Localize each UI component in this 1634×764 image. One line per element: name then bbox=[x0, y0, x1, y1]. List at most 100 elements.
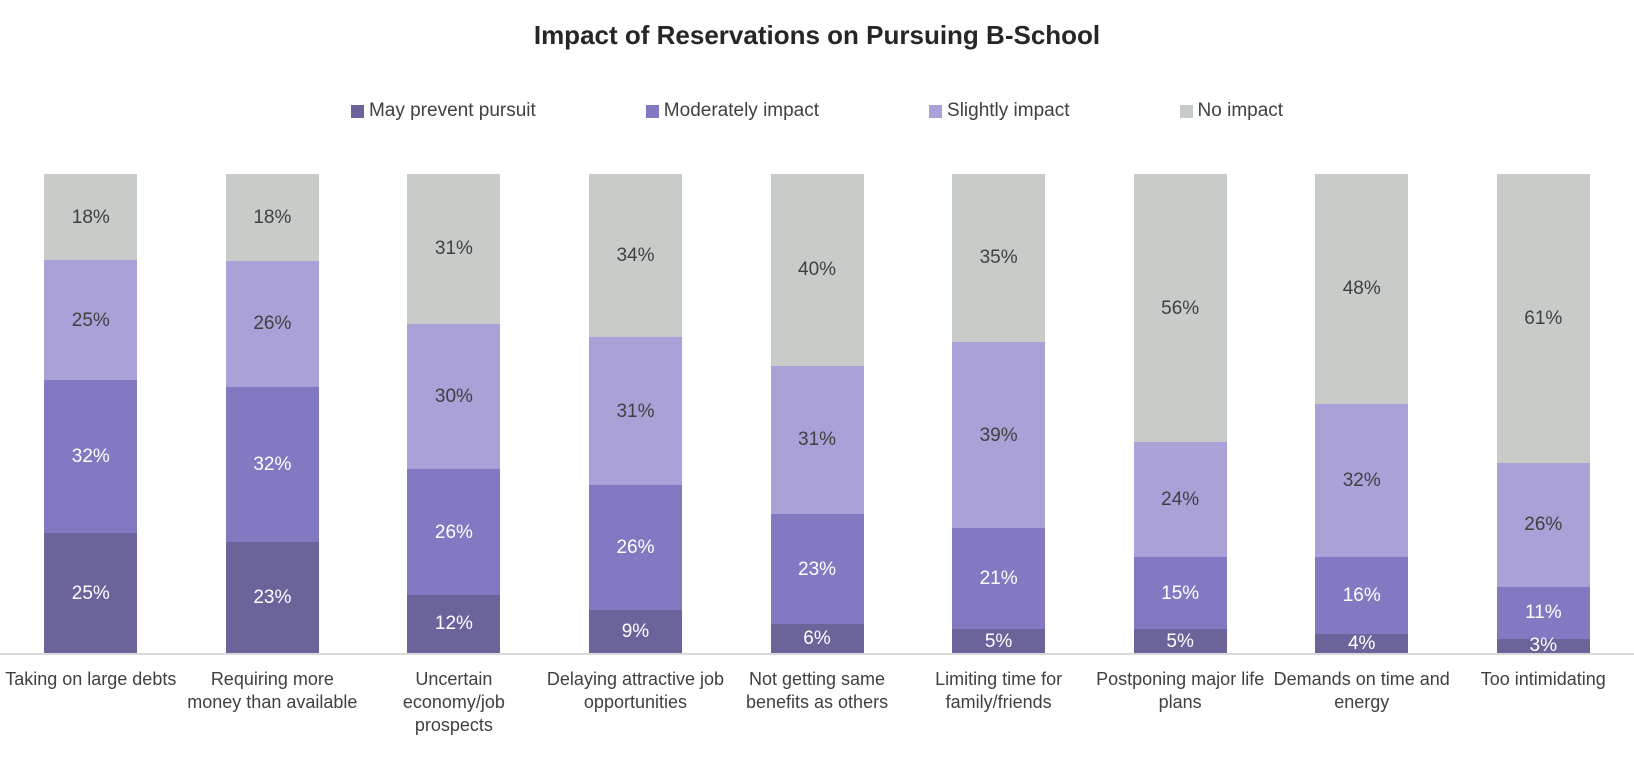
data-label: 6% bbox=[803, 628, 831, 650]
data-label: 26% bbox=[434, 521, 473, 543]
bar-segment-no-impact: 48% bbox=[1315, 174, 1409, 404]
bar-segment-no-impact: 31% bbox=[407, 174, 501, 324]
bar-segment-moderately-impact: 15% bbox=[1133, 557, 1227, 630]
bar-segment-slightly-impact: 25% bbox=[44, 260, 138, 380]
bar-segment-slightly-impact: 32% bbox=[1315, 403, 1409, 558]
legend: May prevent pursuit Moderately impact Slig… bbox=[0, 100, 1634, 122]
data-label: 9% bbox=[621, 620, 650, 642]
bar-segment-may-prevent-pursuit: 5% bbox=[1133, 629, 1227, 653]
legend-swatch-icon bbox=[350, 104, 364, 118]
bar-segment-no-impact: 18% bbox=[44, 174, 138, 261]
bar-segment-moderately-impact: 26% bbox=[407, 469, 501, 595]
plot-area: 25% 32% 25% 18% 23% 32% 26% 18% 12% 26% 30% 31% 9% 26… bbox=[0, 173, 1634, 657]
bar-segment-no-impact: 56% bbox=[1133, 174, 1227, 443]
data-label: 48% bbox=[1342, 278, 1381, 300]
category-label-requiring-more-money-than-available: Requiring more money than available bbox=[187, 669, 358, 712]
bar-column-postponing-major-life-plans: 5% 15% 24% 56% bbox=[1089, 174, 1271, 653]
bar-segment-slightly-impact: 26% bbox=[225, 261, 319, 387]
chart-title: Impact of Reservations on Pursuing B-Sch… bbox=[533, 20, 1101, 50]
data-label: 5% bbox=[984, 630, 1013, 652]
category-label-demands-on-time-and-energy: Demands on time and energy bbox=[1273, 669, 1450, 712]
data-label: 31% bbox=[434, 238, 473, 260]
data-label: 61% bbox=[1524, 308, 1563, 330]
legend-item-slightly-impact: Slightly impact bbox=[929, 100, 1070, 122]
data-label: 31% bbox=[798, 429, 837, 451]
bar-column-taking-on-large-debts: 25% 32% 25% 18% bbox=[0, 174, 182, 653]
data-label: 32% bbox=[1342, 470, 1381, 492]
data-label: 18% bbox=[253, 207, 292, 229]
data-label: 11% bbox=[1524, 602, 1562, 624]
category-label-delaying-attractive-job-opportunities: Delaying attractive job opportunities bbox=[546, 669, 725, 712]
category-label-limiting-time-for-family-friends: Limiting time for family/friends bbox=[935, 669, 1063, 712]
bar-segment-no-impact: 61% bbox=[1496, 173, 1590, 464]
legend-item-no-impact: No impact bbox=[1179, 100, 1284, 122]
bar-segment-may-prevent-pursuit: 3% bbox=[1496, 635, 1590, 657]
category-label-taking-on-large-debts: Taking on large debts bbox=[5, 669, 177, 689]
bar-column-not-getting-same-benefits-as-others: 6% 23% 31% 40% bbox=[726, 174, 908, 653]
data-label: 56% bbox=[1161, 297, 1200, 319]
bar-segment-may-prevent-pursuit: 6% bbox=[770, 624, 864, 653]
bar-segment-may-prevent-pursuit: 12% bbox=[407, 594, 501, 653]
stacked-bar: 6% 23% 31% 40% bbox=[770, 174, 864, 653]
bar-segment-may-prevent-pursuit: 25% bbox=[44, 533, 138, 653]
legend-label: Slightly impact bbox=[947, 100, 1070, 121]
legend-swatch-icon bbox=[929, 104, 943, 118]
category-label-uncertain-economy-job-prospects: Uncertain economy/job prospects bbox=[402, 669, 505, 735]
bar-segment-moderately-impact: 21% bbox=[952, 528, 1046, 630]
bar-column-limiting-time-for-family-friends: 5% 21% 39% 35% bbox=[908, 173, 1090, 653]
legend-item-moderately-impact: Moderately impact bbox=[645, 100, 820, 122]
bar-segment-may-prevent-pursuit: 4% bbox=[1315, 633, 1409, 653]
bar-segment-slightly-impact: 26% bbox=[1496, 463, 1590, 587]
bar-segment-moderately-impact: 32% bbox=[44, 379, 138, 534]
bar-column-requiring-more-money-than-available: 23% 32% 26% 18% bbox=[182, 174, 364, 653]
legend-item-may-prevent-pursuit: May prevent pursuit bbox=[350, 100, 536, 122]
data-label: 25% bbox=[71, 582, 110, 604]
bar-column-too-intimidating: 3% 11% 26% 61% bbox=[1453, 173, 1634, 657]
data-label: 40% bbox=[798, 259, 837, 281]
legend-swatch-icon bbox=[1179, 104, 1193, 118]
bar-segment-slightly-impact: 31% bbox=[588, 336, 682, 486]
data-label: 32% bbox=[71, 446, 110, 468]
data-label: 23% bbox=[798, 558, 837, 580]
data-label: 34% bbox=[616, 244, 655, 266]
bar-segment-slightly-impact: 39% bbox=[952, 341, 1046, 529]
stacked-bar: 23% 32% 26% 18% bbox=[225, 174, 319, 653]
data-label: 26% bbox=[1524, 514, 1563, 536]
data-label: 39% bbox=[979, 424, 1018, 446]
bar-segment-moderately-impact: 16% bbox=[1315, 557, 1409, 634]
stacked-bar: 25% 32% 25% 18% bbox=[44, 174, 138, 653]
bar-segment-may-prevent-pursuit: 9% bbox=[588, 609, 682, 653]
stacked-bar: 3% 11% 26% 61% bbox=[1496, 173, 1590, 657]
data-label: 30% bbox=[434, 386, 473, 408]
bar-segment-moderately-impact: 26% bbox=[588, 485, 682, 610]
data-label: 26% bbox=[253, 313, 292, 335]
legend-label: Moderately impact bbox=[663, 100, 820, 121]
bar-segment-may-prevent-pursuit: 5% bbox=[952, 629, 1046, 653]
bar-segment-slightly-impact: 30% bbox=[407, 323, 501, 470]
data-label: 32% bbox=[253, 453, 292, 475]
bar-column-delaying-attractive-job-opportunities: 9% 26% 31% 34% bbox=[545, 174, 727, 653]
bar-segment-no-impact: 18% bbox=[225, 174, 319, 262]
stacked-bar: 5% 21% 39% 35% bbox=[952, 173, 1046, 653]
bar-segment-moderately-impact: 23% bbox=[770, 514, 864, 625]
legend-label: No impact bbox=[1197, 100, 1284, 121]
bar-segment-moderately-impact: 32% bbox=[225, 386, 319, 542]
data-label: 24% bbox=[1161, 489, 1200, 511]
bar-column-uncertain-economy-job-prospects: 12% 26% 30% 31% bbox=[363, 174, 545, 653]
data-label: 26% bbox=[616, 537, 655, 559]
bar-segment-slightly-impact: 24% bbox=[1133, 442, 1227, 558]
data-label: 15% bbox=[1161, 582, 1200, 604]
stacked-bar: 9% 26% 31% 34% bbox=[588, 174, 682, 653]
data-label: 18% bbox=[71, 206, 110, 228]
data-label: 5% bbox=[1166, 630, 1194, 652]
bar-segment-no-impact: 40% bbox=[770, 174, 864, 366]
category-label-too-intimidating: Too intimidating bbox=[1480, 669, 1606, 689]
data-label: 12% bbox=[434, 613, 473, 635]
bar-segment-no-impact: 34% bbox=[588, 174, 682, 337]
legend-swatch-icon bbox=[645, 104, 659, 118]
category-label-not-getting-same-benefits-as-others: Not getting same benefits as others bbox=[745, 669, 889, 712]
data-label: 21% bbox=[979, 568, 1018, 590]
data-label: 3% bbox=[1529, 635, 1558, 657]
data-label: 35% bbox=[979, 247, 1018, 269]
